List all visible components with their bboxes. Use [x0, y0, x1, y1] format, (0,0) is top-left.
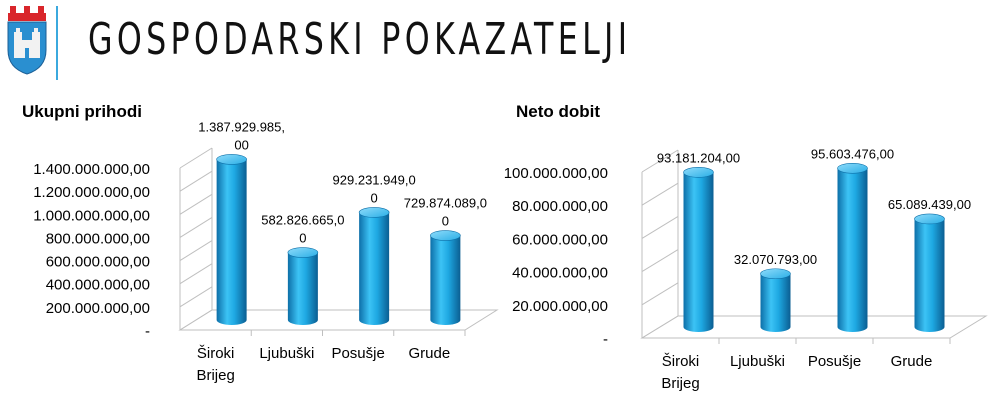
bar [683, 167, 714, 332]
y-tick-line [641, 249, 679, 273]
data-label: 65.089.439,00 [888, 197, 971, 212]
y-tick-line [179, 286, 213, 308]
bar-top [287, 247, 319, 258]
data-label: 729.874.089,0 [404, 196, 487, 211]
bar-top [358, 207, 390, 218]
category-label: Ljubuški [259, 345, 314, 362]
category-label: Ljubuški [730, 353, 785, 370]
y-tick-label: 400.000.000,00 [46, 277, 150, 294]
y-tick-line [641, 282, 679, 306]
y-tick-label: 200.000.000,00 [46, 300, 150, 317]
category-label: Brijeg [196, 367, 234, 384]
y-tick-line [179, 193, 213, 215]
y-tick-label: 60.000.000,00 [512, 231, 608, 248]
y-tick-line [179, 240, 213, 261]
data-label: 1.387.929.985, [198, 119, 285, 134]
chart-title: Neto dobit [516, 102, 600, 121]
bar-body [760, 273, 791, 332]
y-tick-label: - [145, 323, 150, 340]
bar-body [914, 218, 945, 332]
y-tick-line [179, 147, 213, 169]
header-divider [56, 6, 58, 80]
bar-body [837, 168, 868, 332]
data-label: 929.231.949,0 [333, 172, 416, 187]
y-tick-line [179, 309, 213, 331]
y-tick-label: 1.000.000.000,00 [33, 207, 150, 224]
bar-top [914, 213, 945, 225]
bar-body [216, 159, 247, 325]
bar [837, 162, 868, 332]
y-tick-line [641, 182, 679, 206]
y-tick-label: 600.000.000,00 [46, 254, 150, 271]
bar [430, 230, 461, 325]
bar-body [430, 235, 461, 325]
chart-title: Ukupni prihodi [22, 102, 142, 121]
y-tick-label: 40.000.000,00 [512, 265, 608, 282]
data-label: 93.181.204,00 [657, 150, 740, 165]
y-tick-label: 80.000.000,00 [512, 198, 608, 215]
bar-top [216, 154, 247, 165]
category-label: Posušje [808, 353, 861, 370]
data-label: 00 [234, 137, 248, 152]
y-tick-line [641, 149, 679, 173]
bar [358, 207, 390, 325]
bar [287, 247, 319, 325]
category-label: Grude [891, 353, 933, 370]
y-tick-line [641, 215, 679, 239]
y-tick-line [641, 315, 679, 339]
bar [760, 268, 791, 332]
data-label: 0 [299, 231, 306, 246]
header: GOSPODARSKI POKAZATELJI [0, 0, 1001, 80]
bar-top [683, 167, 714, 178]
coat-of-arms-icon [7, 6, 47, 75]
category-label: Brijeg [661, 375, 699, 392]
category-label: Široki [662, 353, 700, 370]
bar-top [837, 162, 868, 174]
category-label: Grude [409, 345, 451, 362]
page-title: GOSPODARSKI POKAZATELJI [88, 14, 632, 65]
y-tick-label: - [603, 331, 608, 348]
data-label: 0 [371, 190, 378, 205]
y-tick-label: 1.400.000.000,00 [33, 161, 150, 178]
bar-body [359, 212, 390, 325]
bar-top [430, 230, 461, 241]
bar-body [287, 252, 318, 325]
bar [216, 154, 247, 325]
category-label: Široki [197, 345, 235, 362]
data-label: 32.070.793,00 [734, 252, 817, 267]
bar-body [683, 172, 714, 332]
y-tick-label: 20.000.000,00 [512, 298, 608, 315]
data-label: 0 [442, 214, 449, 229]
bar-top [760, 268, 791, 280]
y-tick-label: 800.000.000,00 [46, 230, 150, 247]
y-tick-line [179, 263, 213, 285]
y-tick-line [179, 217, 213, 238]
data-label: 582.826.665,0 [261, 213, 344, 228]
ukupni-prihodi-chart: Ukupni prihodi - 200.000.000,00 400.000.000… [22, 102, 499, 384]
data-label: 95.603.476,00 [811, 146, 894, 161]
y-tick-label: 100.000.000,00 [504, 165, 608, 182]
category-label: Posušje [331, 345, 384, 362]
bar [914, 213, 945, 332]
y-tick-line [179, 170, 213, 192]
y-tick-label: 1.200.000.000,00 [33, 184, 150, 201]
